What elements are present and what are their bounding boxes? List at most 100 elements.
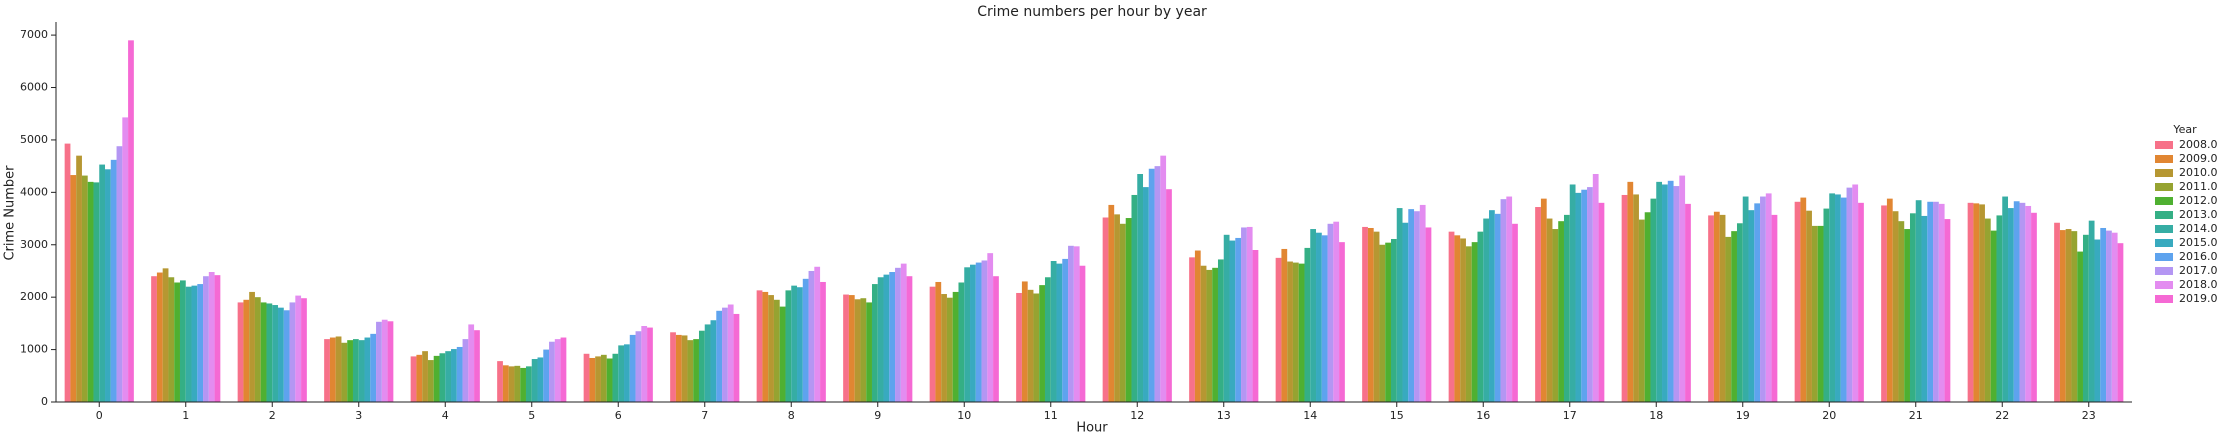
bar [1800,197,1807,402]
bar [1938,203,1945,402]
bar [122,117,129,403]
bar [1546,218,1553,402]
bar [468,324,475,402]
x-tick-label: 13 [1217,409,1231,422]
bar [1131,194,1138,402]
bar [1223,234,1230,402]
legend-label: 2012.0 [2179,194,2218,207]
legend-label: 2008.0 [2179,138,2218,151]
bar [2002,196,2009,402]
bar [1154,166,1161,402]
bar [347,340,353,402]
legend-swatch [2155,211,2173,219]
bar [993,276,999,402]
bar [168,277,175,402]
bar [1402,222,1409,402]
bar [941,294,947,402]
bar [1713,211,1720,402]
bar [364,337,371,402]
bar [1742,196,1749,402]
bar [1858,202,1864,402]
bar [733,313,740,402]
bar [272,305,279,402]
legend-swatch [2155,267,2173,275]
x-tick-label: 12 [1130,409,1144,422]
bar [260,302,267,402]
bar [1465,246,1472,402]
bar [612,353,619,402]
bar [2100,227,2107,402]
bar [1477,231,1484,402]
bar [583,353,590,402]
bar [1396,208,1403,402]
bar [1056,263,1063,402]
bar [1310,229,1317,402]
bar [1241,227,1247,402]
bar [249,291,255,402]
bar [756,290,763,402]
bar [87,181,94,402]
bar [105,169,111,402]
bar [670,332,676,402]
bar [970,264,976,402]
bar [254,297,261,402]
x-tick-label: 10 [957,409,971,422]
bar [278,307,284,402]
bar [1235,237,1242,402]
bar [981,260,988,402]
bar [1662,184,1668,402]
bar [952,291,959,402]
bar [1316,232,1322,402]
bar [1016,292,1022,402]
bar [820,281,826,402]
bar [1933,201,1939,402]
bar [1650,198,1657,402]
bar [1512,223,1518,402]
bar [451,349,457,402]
x-tick-label: 8 [788,409,795,422]
bar [520,367,526,402]
bar [1592,174,1599,402]
legend-swatch [2155,155,2173,163]
bar [681,335,688,402]
bar [474,330,480,402]
bar [1806,210,1812,402]
bar [525,366,532,402]
x-tick-label: 23 [2082,409,2096,422]
bar [975,262,982,402]
bar [1143,187,1149,402]
bar [1494,213,1501,402]
x-tick-label: 20 [1822,409,1836,422]
bar [1886,198,1893,402]
bar [203,276,209,402]
bar [900,263,907,402]
bar [110,159,117,402]
bar [1685,203,1691,402]
bar [1021,281,1028,402]
x-tick-label: 2 [269,409,276,422]
x-tick-label: 19 [1736,409,1750,422]
y-tick-label: 3000 [20,238,48,251]
bar [243,299,250,402]
legend-title: Year [2172,123,2197,136]
legend-label: 2015.0 [2179,236,2218,249]
legend-label: 2014.0 [2179,222,2218,235]
bar [1390,238,1397,402]
chart-title: Crime numbers per hour by year [977,4,1207,20]
x-tick-label: 9 [874,409,881,422]
bar [1292,262,1299,402]
bar [1448,231,1455,402]
bar [116,146,123,402]
bar [877,277,884,402]
bar [549,341,555,402]
bar [462,339,469,402]
bar [1489,210,1495,402]
bar [843,294,849,402]
bar [1979,204,1985,402]
bar [1794,201,1801,402]
bar [1500,199,1507,402]
bar [2059,230,2066,402]
bar [433,355,440,402]
bar [2106,230,2112,402]
bar [1229,240,1236,402]
